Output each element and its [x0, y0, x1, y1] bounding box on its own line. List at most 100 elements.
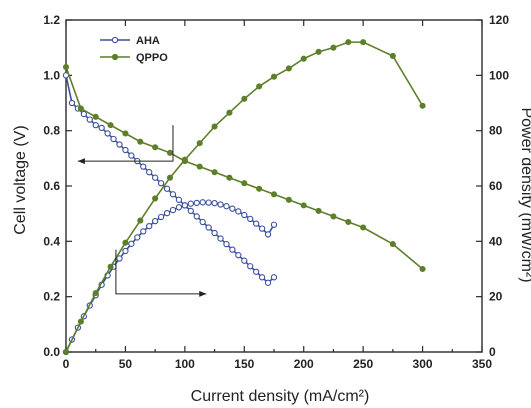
- x-tick-label: 350: [472, 357, 492, 371]
- data-point-qppo: [226, 174, 233, 181]
- data-point-qppo: [62, 63, 70, 71]
- data-point-aha: [163, 185, 171, 192]
- data-point-qppo: [360, 224, 367, 231]
- data-point-qppo: [419, 265, 426, 273]
- data-point-qppo: [270, 73, 278, 80]
- data-point-qppo: [300, 202, 307, 209]
- data-point-qppo: [211, 123, 218, 130]
- legend-marker-aha: [111, 36, 119, 44]
- data-point-aha: [122, 146, 129, 154]
- data-point-aha: [217, 201, 224, 208]
- data-point-aha: [157, 180, 165, 187]
- data-point-qppo: [62, 348, 70, 356]
- data-point-aha: [92, 121, 99, 129]
- data-point-aha: [235, 208, 242, 215]
- data-point-aha: [163, 209, 171, 217]
- data-point-aha: [193, 213, 200, 220]
- y-left-tick-label: 1.0: [43, 68, 60, 82]
- data-point-aha: [229, 246, 236, 253]
- y-right-tick-label: 80: [489, 124, 503, 138]
- data-point-aha: [151, 174, 159, 181]
- data-point-aha: [140, 163, 147, 170]
- data-point-qppo: [360, 39, 367, 46]
- x-tick-label: 50: [119, 357, 133, 371]
- data-series: [62, 39, 426, 356]
- data-point-qppo: [256, 185, 263, 192]
- data-point-qppo: [122, 239, 129, 246]
- y-left-tick-label: 0.4: [43, 234, 60, 248]
- axis-ticks: 0 50 100 150 200 250 300 3500.00.20.40.60.81.01…: [43, 13, 509, 371]
- y-left-axis-title: Cell voltage (V): [12, 125, 29, 234]
- data-point-aha: [211, 229, 218, 237]
- data-point-aha: [110, 135, 117, 143]
- data-point-qppo: [211, 169, 218, 176]
- y-left-tick-label: 0.6: [43, 179, 60, 193]
- data-point-qppo: [241, 180, 248, 187]
- data-point-aha: [258, 274, 266, 281]
- data-point-aha: [223, 240, 230, 248]
- plot-frame: [65, 19, 483, 353]
- y-left-tick-label: 0.0: [43, 345, 60, 359]
- data-point-qppo: [137, 217, 144, 224]
- data-point-qppo: [285, 196, 292, 203]
- data-point-qppo: [107, 122, 114, 129]
- x-tick-label: 150: [234, 357, 254, 371]
- legend-marker-qppo: [111, 53, 119, 61]
- x-tick-label: 250: [353, 357, 373, 371]
- data-point-aha: [264, 231, 272, 238]
- x-tick-label: 0: [63, 357, 70, 371]
- data-point-aha: [187, 207, 194, 215]
- data-point-aha: [134, 234, 141, 241]
- data-point-aha: [175, 196, 183, 203]
- data-point-aha: [199, 199, 206, 206]
- data-point-aha: [86, 116, 93, 123]
- y-right-tick-label: 40: [489, 234, 503, 248]
- data-point-qppo: [92, 290, 99, 297]
- arrow-to-power-axis: [115, 249, 207, 295]
- data-point-aha: [122, 247, 129, 255]
- x-tick-label: 100: [175, 357, 195, 371]
- data-point-qppo: [285, 65, 292, 72]
- data-point-qppo: [77, 318, 84, 325]
- data-point-aha: [104, 130, 111, 137]
- data-point-aha: [241, 257, 248, 264]
- data-point-aha: [270, 221, 278, 228]
- arrow-to-voltage-axis: [77, 125, 174, 162]
- data-point-aha: [241, 211, 248, 219]
- data-point-aha: [229, 205, 236, 212]
- data-point-qppo: [166, 174, 174, 181]
- data-point-qppo: [77, 105, 84, 112]
- data-point-aha: [223, 203, 230, 210]
- data-point-aha: [193, 199, 200, 207]
- data-point-aha: [157, 213, 165, 221]
- data-point-aha: [247, 215, 254, 223]
- data-point-qppo: [330, 44, 337, 51]
- data-point-aha: [140, 228, 147, 235]
- data-point-qppo: [330, 213, 337, 220]
- data-point-aha: [128, 152, 135, 159]
- data-point-qppo: [92, 113, 99, 120]
- y-right-tick-label: 100: [489, 68, 509, 82]
- data-point-aha: [205, 224, 212, 231]
- y-left-tick-label: 0.2: [43, 290, 60, 304]
- data-point-qppo: [181, 156, 188, 163]
- series-line-qppo-right: [65, 41, 424, 353]
- x-tick-label: 200: [294, 357, 314, 371]
- y-left-tick-label: 0.8: [43, 124, 60, 138]
- data-point-aha: [181, 202, 189, 209]
- series-line-aha-right: [65, 201, 275, 353]
- data-point-aha: [270, 274, 278, 281]
- x-axis-title: Current density (mA/cm²): [191, 388, 370, 405]
- legend-label-aha: AHA: [136, 35, 160, 47]
- data-point-aha: [235, 252, 242, 259]
- data-point-aha: [98, 124, 105, 132]
- data-point-aha: [116, 141, 123, 148]
- data-point-qppo: [196, 163, 203, 170]
- data-point-aha: [68, 99, 76, 107]
- data-point-qppo: [137, 138, 144, 145]
- arrowhead-right: [199, 290, 207, 297]
- data-point-qppo: [226, 109, 233, 116]
- data-point-aha: [175, 204, 183, 211]
- data-point-aha: [253, 268, 260, 275]
